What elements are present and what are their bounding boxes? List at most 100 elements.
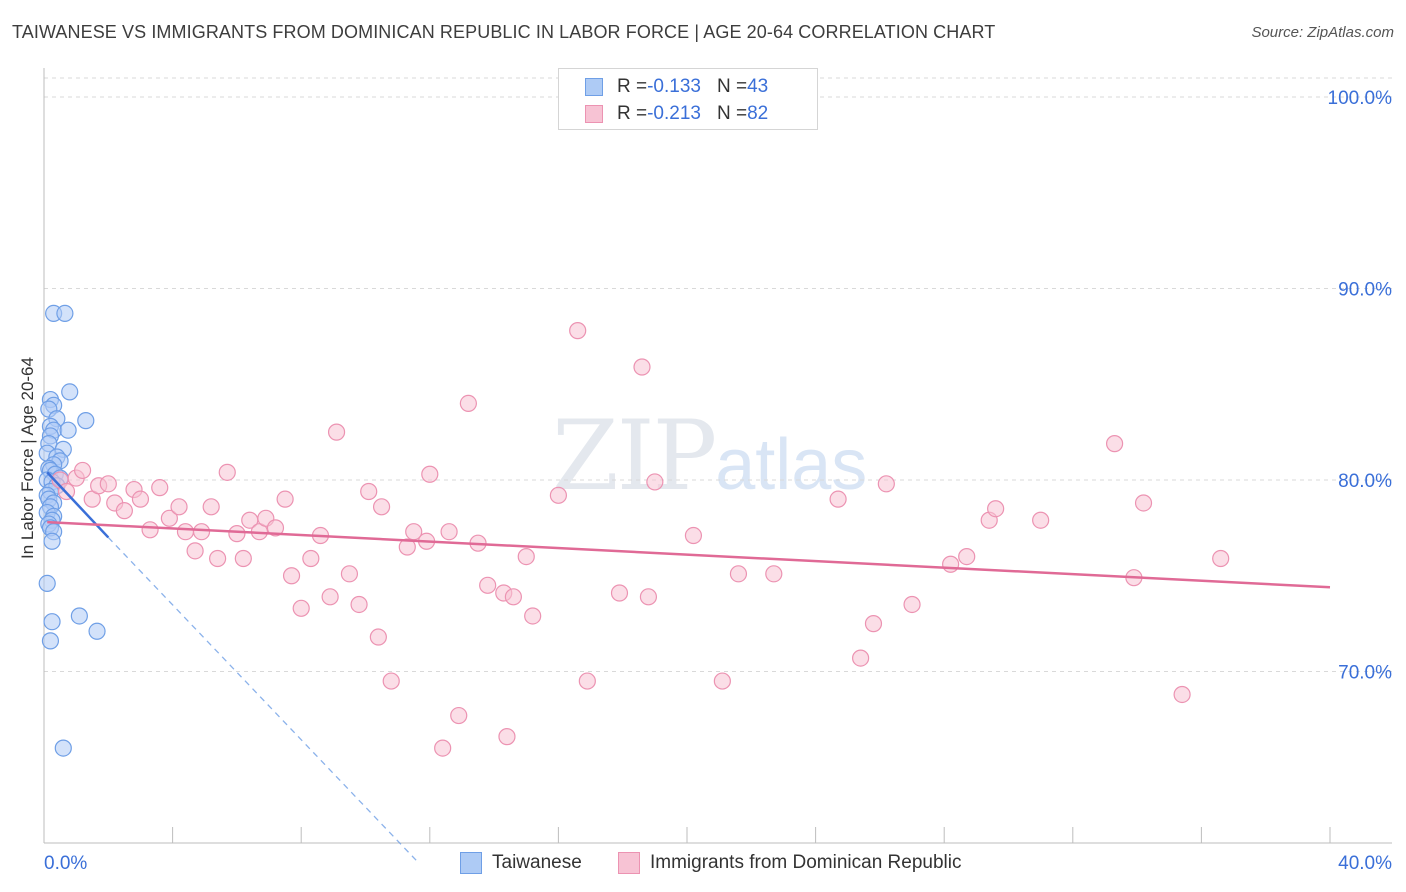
dominican-point — [958, 547, 976, 566]
dominican-point — [987, 500, 1005, 518]
dominican-point — [450, 706, 468, 725]
dominican-point — [192, 523, 211, 541]
watermark-zip: ZIP — [552, 400, 717, 512]
legend-r-value: -0.133 — [647, 76, 701, 97]
dominican-point — [684, 526, 703, 545]
y-tick-label: 80.0% — [1338, 471, 1392, 492]
taiwanese-point — [54, 739, 72, 757]
taiwanese-point — [61, 383, 79, 401]
taiwanese-trend-extension — [107, 537, 418, 862]
legend-r-value: -0.213 — [647, 103, 701, 124]
dominican-point — [1173, 685, 1191, 704]
dominican-point — [372, 498, 391, 516]
dominican-point — [266, 519, 285, 537]
dominican-point — [340, 565, 359, 583]
taiwanese-trend-line — [46, 471, 110, 539]
series-legend-dominican[interactable]: Immigrants from Dominican Republic — [618, 852, 962, 874]
dominican-point — [234, 549, 252, 568]
dominican-point — [1032, 511, 1050, 529]
dominican-point — [202, 498, 220, 516]
x-tick-label: 0.0% — [44, 853, 87, 874]
taiwanese-point — [38, 574, 56, 593]
series-label-taiwanese: Taiwanese — [492, 852, 582, 873]
dominican-point — [131, 490, 150, 508]
dominican-point — [115, 502, 133, 520]
dominican-point — [382, 672, 400, 690]
dominican-point — [852, 649, 870, 667]
dominican-point — [151, 479, 169, 497]
y-axis-label: In Labor Force | Age 20-64 — [18, 357, 37, 559]
dominican-point — [729, 565, 748, 583]
dominican-point — [1105, 435, 1124, 453]
dominican-point — [440, 523, 458, 541]
y-tick-label: 100.0% — [1328, 88, 1393, 109]
dominican-point — [829, 490, 847, 508]
dominican-trend-line — [47, 520, 1331, 589]
taiwanese-point — [70, 607, 88, 625]
x-tick-label: 40.0% — [1338, 853, 1392, 874]
dominican-point — [610, 584, 629, 602]
y-tick-label: 90.0% — [1338, 280, 1392, 301]
legend-swatch-taiwanese — [585, 78, 603, 96]
stats-legend: R = -0.133 N = 43 R = -0.213 N = 82 — [558, 68, 818, 130]
dominican-point — [360, 482, 378, 501]
chart-title: TAIWANESE VS IMMIGRANTS FROM DOMINICAN R… — [12, 22, 996, 42]
series-swatch-dominican — [618, 852, 640, 874]
dominican-point — [276, 490, 294, 508]
dominican-point — [209, 549, 227, 568]
taiwanese-point — [43, 532, 61, 550]
dominican-point — [498, 728, 516, 746]
dominican-point — [228, 525, 246, 543]
legend-r-label: R = — [617, 103, 648, 124]
dominican-point — [160, 509, 178, 527]
dominican-point — [170, 498, 188, 516]
series-swatch-taiwanese — [460, 852, 482, 874]
dominican-point — [942, 555, 960, 573]
dominican-point — [1212, 549, 1230, 568]
dominican-point — [282, 567, 301, 585]
dominican-point — [218, 463, 236, 481]
series-label-dominican: Immigrants from Dominican Republic — [650, 852, 962, 873]
dominican-point — [877, 475, 895, 493]
dominican-point — [504, 588, 522, 606]
dominican-point — [569, 322, 587, 340]
watermark: ZIPatlas — [552, 400, 867, 512]
dominican-point — [321, 588, 339, 606]
legend-swatch-dominican — [585, 105, 603, 123]
legend-row-dominican: R = -0.213 N = 82 — [585, 101, 768, 127]
taiwanese-point — [59, 421, 77, 439]
series-legend-taiwanese[interactable]: Taiwanese — [460, 852, 582, 874]
dominican-point — [327, 423, 346, 441]
dominican-point — [633, 358, 651, 376]
dominican-point — [639, 588, 658, 606]
legend-r-label: R = — [617, 76, 648, 97]
dominican-point — [864, 615, 883, 633]
dominican-point — [73, 461, 92, 480]
taiwanese-point — [56, 304, 74, 322]
taiwanese-point — [41, 632, 60, 650]
legend-row-taiwanese: R = -0.133 N = 43 — [585, 74, 768, 100]
dominican-point — [479, 576, 497, 594]
dominican-point — [517, 547, 535, 566]
taiwanese-point — [77, 412, 95, 430]
dominican-point — [434, 739, 452, 757]
dominican-point — [459, 394, 477, 412]
dominican-point — [176, 523, 195, 541]
dominican-point — [713, 672, 731, 690]
series-legend: Taiwanese Immigrants from Dominican Repu… — [0, 852, 1406, 876]
dominican-point — [141, 521, 159, 539]
dominican-point — [578, 672, 596, 690]
dominican-point — [369, 628, 387, 646]
taiwanese-point — [43, 613, 61, 631]
dominican-point — [302, 549, 320, 568]
legend-n-value: 43 — [747, 76, 769, 97]
dominican-point — [421, 465, 439, 483]
dominican-point — [1134, 494, 1153, 512]
legend-n-label: N = — [716, 103, 748, 124]
dominican-point — [765, 565, 783, 583]
legend-n-value: 82 — [747, 103, 769, 124]
taiwanese-point — [88, 622, 106, 640]
dominican-point — [398, 538, 416, 556]
y-tick-label: 70.0% — [1338, 663, 1392, 684]
